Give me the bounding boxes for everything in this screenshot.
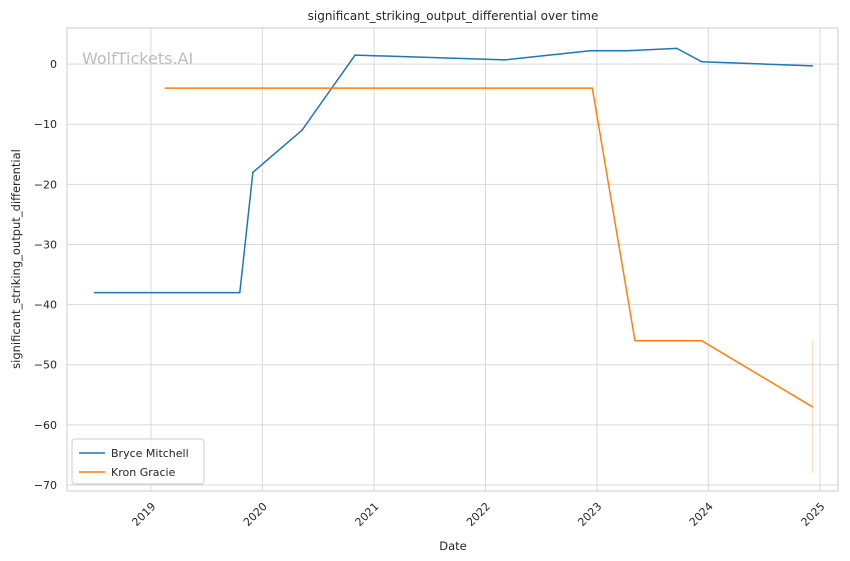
data-point-kron-gracie-1 [591,87,594,89]
data-point-bryce-mitchell-8 [676,47,678,50]
y-tick-label-neg20: −20 [34,178,57,191]
watermark: WolfTickets.AI [82,49,193,68]
data-point-kron-gracie-0 [164,87,167,89]
series-line-bryce-mitchell [94,47,813,294]
data-point-bryce-mitchell-6 [589,50,591,52]
data-point-kron-gracie-2 [634,339,636,342]
data-point-bryce-mitchell-4 [354,54,356,56]
x-axis-title: Date [439,539,467,553]
data-point-bryce-mitchell-0 [93,291,96,294]
y-tick-label-neg40: −40 [34,299,57,312]
data-point-bryce-mitchell-1 [239,291,241,294]
data-point-bryce-mitchell-3 [301,129,303,131]
x-tick-label-2023: 2023 [575,500,604,529]
data-point-bryce-mitchell-2 [252,171,254,174]
data-point-bryce-mitchell-9 [700,60,703,63]
y-tick-label-0: 0 [50,58,57,71]
data-point-kron-gracie-3 [700,339,703,342]
data-point-bryce-mitchell-10 [811,65,814,67]
x-tick-label-2025: 2025 [799,500,828,529]
x-tick-label-2021: 2021 [353,500,382,529]
plot-frame [66,27,839,492]
x-axis-ticks: 2019 2020 2021 2022 2023 2024 2025 [129,500,827,529]
x-tick-label-2019: 2019 [129,500,158,529]
y-tick-label-neg60: −60 [34,419,57,432]
y-tick-label-neg70: −70 [34,479,57,492]
y-tick-label-neg50: −50 [34,359,57,372]
y-tick-label-neg30: −30 [34,238,57,251]
x-tick-label-2022: 2022 [464,500,493,529]
y-tick-label-neg10: −10 [34,118,57,131]
grid [67,28,838,491]
data-point-bryce-mitchell-7 [625,50,628,52]
data-point-bryce-mitchell-5 [503,59,506,61]
x-tick-label-2024: 2024 [687,500,716,529]
y-axis-title: significant_striking_output_differential [9,149,23,369]
legend-label-bryce-mitchell: Bryce Mitchell [111,447,189,460]
legend: Bryce Mitchell Kron Gracie [71,438,205,485]
legend-label-kron-gracie: Kron Gracie [111,466,176,479]
x-tick-label-2020: 2020 [241,500,270,529]
plot-series [93,47,814,473]
chart-title: significant_striking_output_differential… [308,9,599,23]
y-axis-ticks: 0 −10 −20 −30 −40 −50 −60 −70 [34,58,57,492]
data-point-kron-gracie-4 [811,406,814,408]
